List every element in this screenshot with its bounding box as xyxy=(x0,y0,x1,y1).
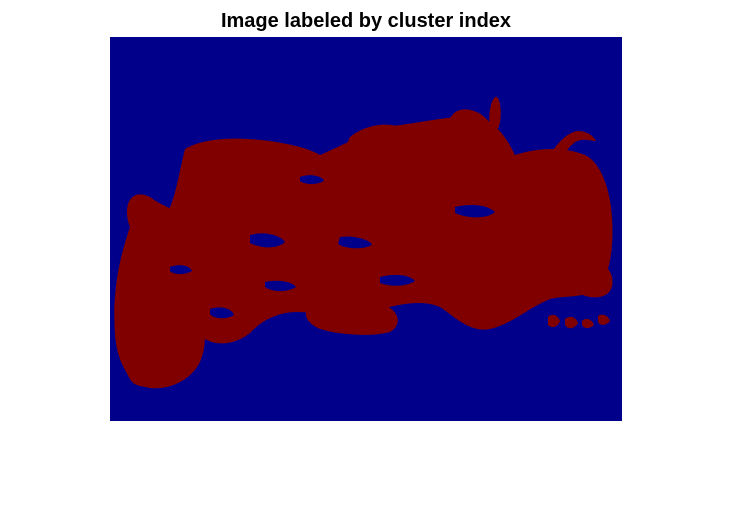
plot-title: Image labeled by cluster index xyxy=(220,10,512,32)
foreground-cluster-region xyxy=(114,96,613,389)
image-axes xyxy=(110,37,622,421)
background-holes xyxy=(170,175,495,319)
cluster-label-image xyxy=(110,37,622,421)
